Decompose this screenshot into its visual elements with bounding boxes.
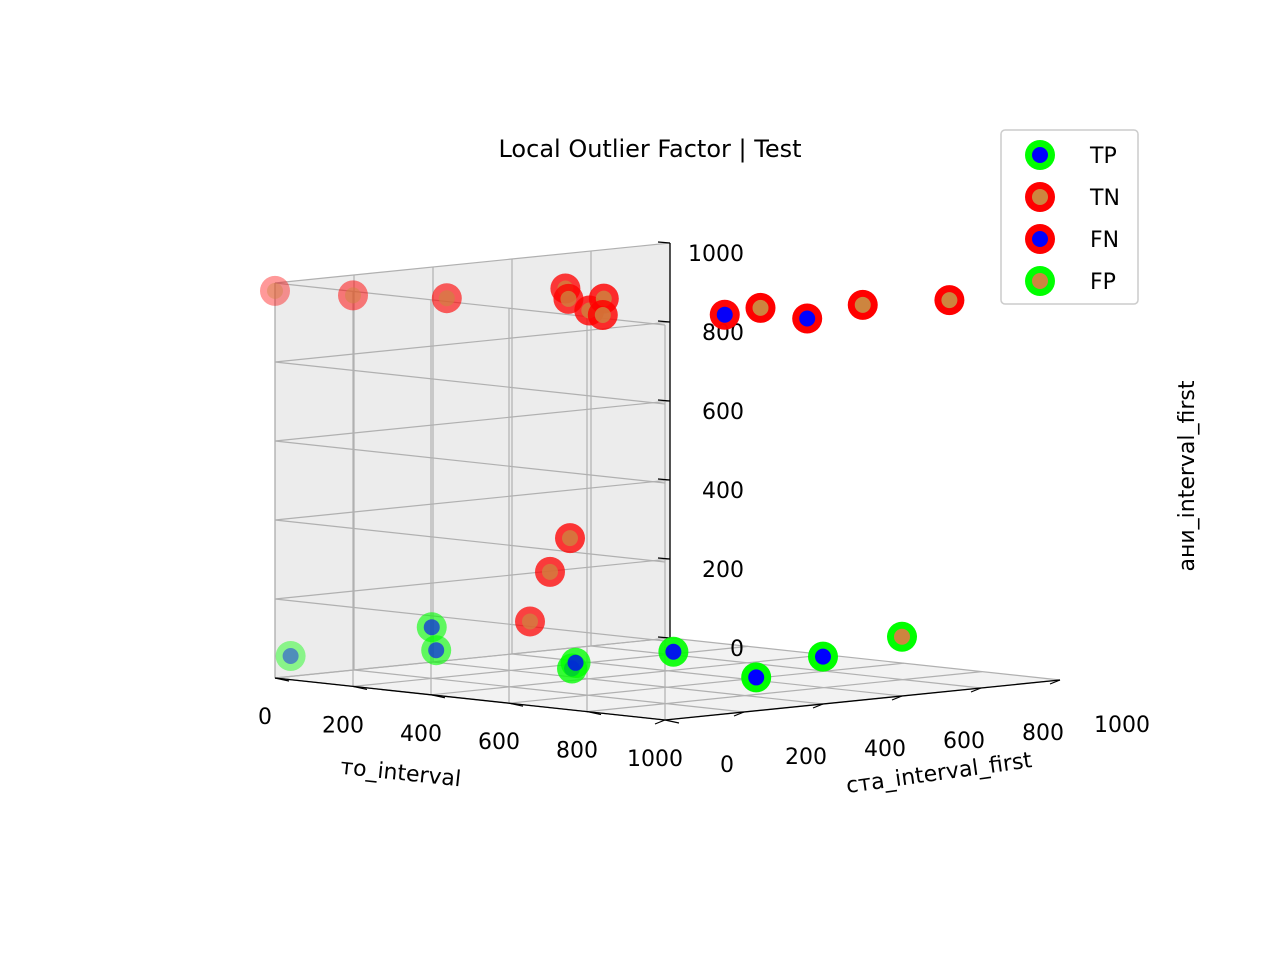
legend-fp-marker	[1032, 273, 1048, 289]
x-tick-label: 800	[556, 739, 598, 764]
tn-point	[854, 296, 871, 313]
y-tick-label: 800	[1022, 721, 1064, 746]
legend-tn-marker	[1032, 189, 1048, 205]
y-tick-label: 600	[943, 729, 985, 754]
tn-point	[752, 299, 769, 316]
legend: TP TN FN FP	[1000, 129, 1139, 305]
z-tick-mark	[657, 478, 671, 481]
x-tick-label: 600	[478, 730, 520, 755]
legend-frame	[1000, 129, 1139, 305]
tn-point	[542, 563, 558, 580]
tn-point	[267, 282, 283, 299]
x-tick-mark	[274, 677, 290, 682]
grid-line-floor-y	[669, 637, 1061, 681]
legend-fp-label: FP	[1090, 270, 1116, 295]
tp-point	[748, 669, 765, 686]
grid-line-wall-z2	[274, 400, 671, 442]
y-tick-label: 200	[785, 745, 827, 770]
tn-point	[941, 292, 958, 309]
y-tick-mark	[654, 719, 666, 725]
z-tick-mark	[657, 399, 671, 402]
y-tick-label: 0	[720, 753, 734, 778]
legend-fn-label: FN	[1090, 228, 1119, 253]
tp-point	[282, 647, 299, 664]
tn-point	[562, 530, 578, 547]
tp-point	[665, 643, 682, 660]
z-tick-mark	[657, 241, 671, 244]
fp-point	[894, 628, 910, 645]
legend-tp-label: TP	[1089, 144, 1117, 169]
y-tick-mark	[733, 711, 745, 717]
y-tick-mark	[812, 703, 824, 709]
grid-line-wall-z	[274, 361, 666, 405]
x-tick-mark	[430, 694, 446, 699]
tn-point	[522, 613, 538, 630]
z-axis-label: ани_interval_first	[1175, 380, 1200, 571]
grid-line-floor-x	[508, 662, 905, 704]
x-tick-mark	[352, 685, 368, 690]
grid-line-wall-z	[274, 519, 666, 563]
grid-line-wall-z	[274, 440, 666, 484]
fn-point	[716, 306, 733, 323]
x-axis-line	[274, 677, 666, 721]
tp-point	[567, 654, 584, 671]
tp-point	[423, 619, 440, 636]
grid-line-floor-y	[353, 669, 745, 713]
x-tick-mark	[508, 702, 524, 707]
tp-point	[815, 648, 831, 665]
grid-line-floor-x	[430, 654, 827, 696]
z-tick-label: 0	[730, 637, 744, 662]
y-tick-label: 400	[864, 737, 906, 762]
tn-point	[438, 290, 455, 307]
grid-line-wall-z2	[274, 637, 671, 679]
grid-line-floor-y	[590, 645, 982, 689]
grid-line-floor-x	[586, 671, 983, 713]
chart-title: Local Outlier Factor | Test	[498, 135, 801, 163]
x-tick-mark	[664, 719, 680, 724]
y-axis-line	[664, 679, 1061, 721]
z-tick-label: 600	[702, 400, 744, 425]
grid-line-wall-z	[274, 598, 666, 642]
axes-ticks: 0 200 400 600 800 1000 0 200 400 600 800 1000 0 200 40…	[258, 241, 1150, 778]
scatter-points	[260, 273, 965, 693]
x-tick-label: 200	[322, 713, 364, 738]
x-tick-mark	[586, 711, 602, 716]
grid-line-wall-z2	[274, 558, 671, 600]
legend-fn-marker	[1032, 231, 1048, 247]
fn-point	[799, 310, 816, 327]
y-tick-label: 1000	[1094, 713, 1150, 738]
grid-line-floor-y	[432, 661, 824, 705]
tp-point	[428, 642, 445, 659]
grid-line-wall-z2	[274, 479, 671, 521]
y-tick-mark	[970, 687, 982, 693]
z-tick-mark	[657, 320, 671, 323]
grid-line-wall-z2	[274, 242, 671, 284]
z-tick-label: 200	[702, 558, 744, 583]
x-tick-label: 1000	[627, 747, 683, 772]
tn-point	[345, 287, 361, 304]
tn-point-ring	[260, 275, 290, 306]
axes-lines	[274, 243, 1061, 721]
z-tick-mark	[657, 557, 671, 560]
tn-point	[560, 290, 577, 307]
y-tick-mark	[891, 695, 903, 701]
z-tick-label: 1000	[688, 242, 744, 267]
y-tick-mark	[1049, 679, 1061, 685]
z-tick-label: 400	[702, 479, 744, 504]
legend-tp-marker	[1032, 147, 1048, 163]
x-tick-label: 400	[400, 722, 442, 747]
x-tick-label: 0	[258, 705, 272, 730]
legend-tn-label: TN	[1089, 186, 1120, 211]
tp-point-ring	[275, 640, 306, 671]
tn-point	[594, 307, 611, 323]
